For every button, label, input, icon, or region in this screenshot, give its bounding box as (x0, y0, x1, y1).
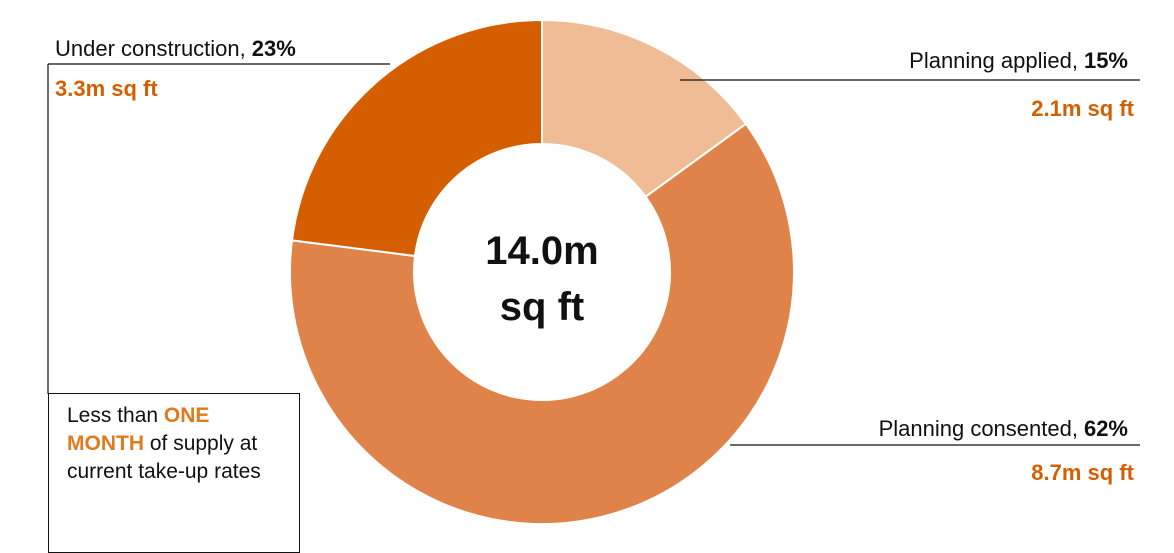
annotation-highlight: ONE MONTH (67, 404, 210, 455)
annotation-text: of supply at current take-up rates (67, 432, 261, 483)
segment-sublabel: 8.7m sq ft (1031, 460, 1134, 485)
segment-value: 15% (1084, 48, 1128, 73)
segment-label: Under construction, 23% (55, 36, 296, 61)
center-label: sq ft (500, 285, 584, 329)
donut-segment (289, 122, 795, 525)
segment-label: Planning consented, 62% (879, 416, 1128, 441)
donut-segment (290, 18, 543, 258)
annotation-text: Less than (67, 404, 159, 427)
annotation-box: Less than ONE MONTH of supply at current… (48, 393, 300, 553)
segment-sublabel: 3.3m sq ft (55, 76, 158, 101)
segment-value: 23% (252, 36, 296, 61)
center-label: 14.0m (485, 229, 598, 273)
segment-sublabel: 2.1m sq ft (1031, 96, 1134, 121)
segment-name: Planning consented, (879, 416, 1078, 441)
segment-name: Planning applied, (909, 48, 1078, 73)
segment-name: Under construction, (55, 36, 246, 61)
donut-segment (541, 18, 748, 199)
segment-value: 62% (1084, 416, 1128, 441)
segment-label: Planning applied, 15% (909, 48, 1128, 73)
